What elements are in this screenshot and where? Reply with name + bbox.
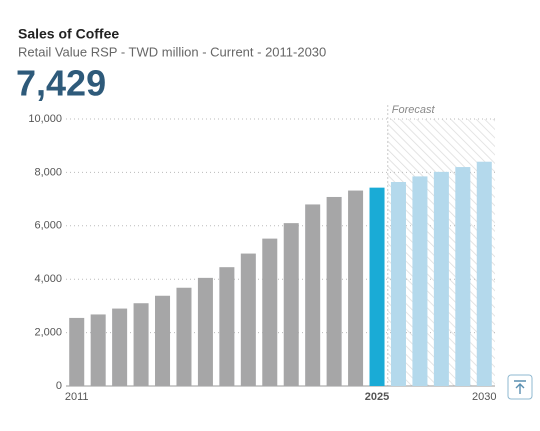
chart-subtitle: Retail Value RSP - TWD million - Current…	[18, 44, 326, 59]
export-button[interactable]	[507, 374, 533, 400]
chart-title: Sales of Coffee	[18, 26, 119, 42]
bar	[155, 295, 171, 386]
x-tick-label: 2025	[365, 391, 389, 403]
bar	[433, 171, 449, 386]
bar	[455, 167, 471, 386]
bar	[69, 317, 85, 386]
bar	[90, 314, 106, 386]
bar	[476, 161, 492, 386]
headline-value: 7,429	[16, 63, 106, 104]
bar	[219, 267, 235, 386]
bar	[326, 196, 342, 386]
y-tick-label: 6,000	[34, 220, 62, 232]
y-tick-label: 4,000	[34, 273, 62, 285]
x-tick-label: 2030	[472, 391, 496, 403]
bar	[197, 277, 213, 386]
x-tick-label: 2011	[65, 391, 89, 403]
y-tick-label: 10,000	[28, 113, 62, 125]
bar	[133, 303, 149, 386]
bar	[369, 187, 385, 386]
bar	[283, 223, 299, 386]
bar	[176, 287, 192, 386]
bar	[305, 204, 321, 386]
y-tick-label: 0	[56, 380, 62, 392]
bar	[240, 253, 256, 386]
bar	[262, 238, 278, 386]
bar	[112, 308, 128, 386]
bar	[412, 176, 428, 386]
y-tick-label: 8,000	[34, 166, 62, 178]
button-icon[interactable]	[514, 380, 526, 394]
y-tick-label: 2,000	[34, 327, 62, 339]
forecast-label: Forecast	[392, 104, 436, 116]
bar	[348, 190, 364, 386]
bar	[390, 182, 406, 386]
